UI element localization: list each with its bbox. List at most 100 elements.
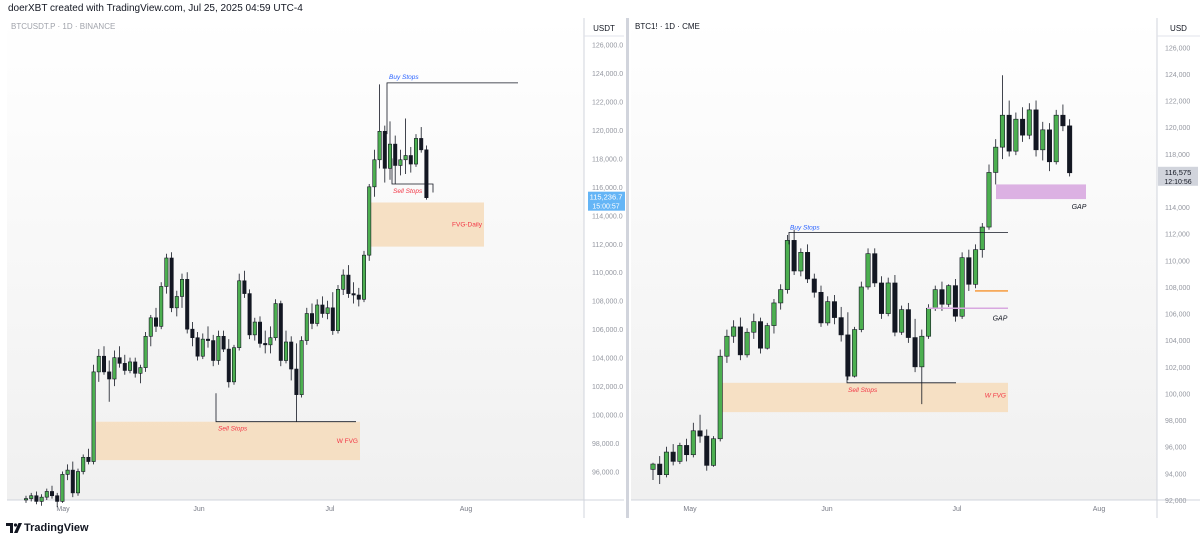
right-candle[interactable]	[791, 229, 797, 275]
left-candle[interactable]	[70, 461, 75, 498]
left-candle[interactable]	[200, 333, 205, 360]
right-candle[interactable]	[831, 294, 837, 325]
right-candle[interactable]	[1067, 119, 1073, 177]
left-candle[interactable]	[268, 326, 273, 354]
right-candle[interactable]	[973, 244, 979, 289]
left-candle[interactable]	[309, 303, 314, 330]
left-candle[interactable]	[367, 183, 372, 261]
left-plot-area[interactable]	[7, 18, 584, 500]
left-candle[interactable]	[263, 330, 268, 354]
left-candle[interactable]	[117, 346, 122, 368]
right-candle[interactable]	[744, 328, 750, 358]
left-candle[interactable]	[377, 84, 382, 169]
right-candle[interactable]	[1060, 104, 1066, 132]
right-candle[interactable]	[758, 317, 764, 354]
left-candle[interactable]	[289, 336, 294, 381]
right-candle[interactable]	[919, 329, 925, 405]
left-candle[interactable]	[49, 485, 54, 499]
right-candle[interactable]	[717, 349, 723, 442]
left-candle[interactable]	[34, 491, 39, 505]
left-candle[interactable]	[180, 273, 185, 308]
right-candle[interactable]	[1006, 100, 1012, 157]
left-candle[interactable]	[398, 149, 403, 176]
left-price-axis[interactable]	[584, 18, 624, 500]
left-candle[interactable]	[190, 322, 195, 347]
right-candle[interactable]	[778, 284, 784, 310]
left-candle[interactable]	[29, 492, 34, 502]
left-candle[interactable]	[273, 299, 278, 341]
right-candle[interactable]	[926, 304, 932, 339]
right-candle[interactable]	[838, 306, 844, 342]
left-candle[interactable]	[195, 332, 200, 361]
left-candle[interactable]	[44, 488, 49, 500]
right-candle[interactable]	[999, 75, 1005, 160]
buy-stops-line[interactable]	[386, 82, 518, 135]
right-candle[interactable]	[737, 317, 743, 361]
left-candle[interactable]	[320, 296, 325, 318]
right-candle[interactable]	[979, 223, 985, 258]
right-candle[interactable]	[805, 244, 811, 283]
right-candle[interactable]	[690, 422, 696, 458]
right-candle[interactable]	[811, 273, 817, 298]
right-candle[interactable]	[650, 462, 656, 481]
right-candle[interactable]	[852, 326, 858, 378]
left-candle[interactable]	[76, 468, 81, 496]
left-candle[interactable]	[242, 270, 247, 298]
left-candle[interactable]	[39, 494, 44, 506]
left-candle[interactable]	[304, 307, 309, 345]
left-candle[interactable]	[403, 118, 408, 175]
sell-stops-top-line[interactable]	[391, 158, 434, 193]
left-candle[interactable]	[174, 290, 179, 317]
right-candle[interactable]	[724, 329, 730, 363]
right-candle[interactable]	[1046, 123, 1052, 172]
right-candle[interactable]	[677, 442, 683, 465]
right-candle[interactable]	[818, 285, 824, 327]
left-candle[interactable]	[102, 346, 107, 375]
left-candle[interactable]	[351, 282, 356, 304]
right-candle[interactable]	[865, 248, 871, 290]
right-last-price-tag[interactable]: 116,575 12:10:56	[1158, 166, 1198, 186]
right-candle[interactable]	[892, 274, 898, 337]
left-candle[interactable]	[424, 145, 429, 200]
right-candle[interactable]	[932, 285, 938, 311]
right-candle[interactable]	[798, 248, 804, 277]
left-currency-label[interactable]: USDT	[593, 24, 615, 33]
tradingview-logo-icon[interactable]	[6, 521, 22, 535]
left-candle[interactable]	[387, 121, 392, 180]
left-candle[interactable]	[55, 492, 60, 508]
right-candle[interactable]	[751, 313, 757, 339]
sell-stops-line[interactable]	[846, 364, 956, 384]
left-candle[interactable]	[257, 316, 262, 348]
right-candle[interactable]	[697, 414, 703, 443]
left-candle[interactable]	[393, 135, 398, 184]
left-candle[interactable]	[138, 364, 143, 384]
right-candle[interactable]	[1053, 109, 1059, 165]
pane-divider[interactable]	[626, 18, 629, 518]
charts-canvas[interactable]: BTCUSDT.P · 1D · BINANCE USDT 126,000.0 124…	[0, 0, 1200, 518]
left-last-price-tag[interactable]: 115,236.7 15:00:57	[588, 191, 625, 211]
left-candle[interactable]	[143, 332, 148, 372]
left-candle[interactable]	[23, 495, 28, 503]
right-candle[interactable]	[845, 312, 851, 381]
left-candle[interactable]	[169, 252, 174, 313]
right-candle[interactable]	[731, 320, 737, 343]
left-candle[interactable]	[278, 300, 283, 367]
left-candle[interactable]	[252, 317, 257, 341]
right-candle[interactable]	[670, 444, 676, 466]
left-candle[interactable]	[211, 334, 216, 367]
left-candle[interactable]	[91, 364, 96, 465]
left-candle[interactable]	[154, 307, 159, 333]
left-candle[interactable]	[356, 287, 361, 307]
sell-stops-bottom-line[interactable]	[215, 393, 356, 423]
left-candle[interactable]	[315, 299, 320, 327]
right-candle[interactable]	[1026, 103, 1032, 140]
left-candle[interactable]	[148, 314, 153, 347]
left-candle[interactable]	[164, 253, 169, 294]
left-candle[interactable]	[346, 265, 351, 298]
right-candle[interactable]	[858, 281, 864, 333]
right-candle[interactable]	[946, 284, 952, 307]
left-candle[interactable]	[330, 292, 335, 335]
right-candle[interactable]	[885, 277, 891, 317]
left-candle[interactable]	[294, 343, 299, 422]
right-candle[interactable]	[825, 296, 831, 326]
